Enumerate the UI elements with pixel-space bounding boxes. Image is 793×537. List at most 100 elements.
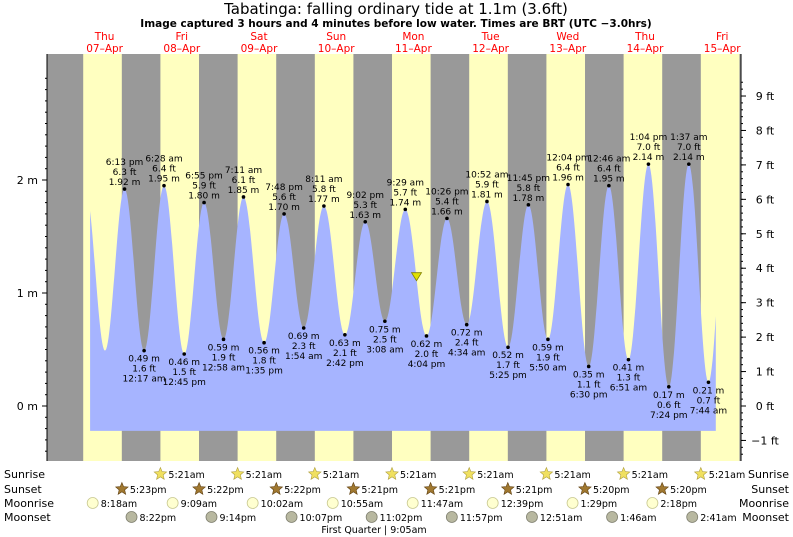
tide-meter-label: 2.14 m	[633, 153, 665, 163]
right-tick-label: 0 ft	[756, 400, 775, 413]
tide-point	[282, 212, 286, 216]
current-level-triangle	[410, 272, 423, 282]
moon-phase-label: First Quarter | 9:05am	[321, 525, 426, 536]
day-date: 13–Apr	[549, 43, 586, 55]
moonset-icon	[606, 511, 618, 523]
tide-feet-label: 5.8 ft	[517, 184, 541, 194]
tide-time-label: 11:45 pm	[507, 174, 550, 184]
day-date: 15–Apr	[704, 43, 741, 55]
tide-meter-label: 0.52 m	[492, 351, 524, 361]
day-weekday: Fri	[176, 31, 189, 43]
sunrise-time: 5:21am	[632, 470, 668, 481]
sunset-icon	[192, 481, 207, 495]
tide-point	[586, 364, 591, 369]
tide-feet-label: 7.0 ft	[677, 143, 701, 153]
tide-meter-label: 1.74 m	[389, 198, 421, 208]
tide-meter-label: 0.35 m	[573, 370, 605, 380]
tide-meter-label: 1.81 m	[471, 190, 503, 200]
day-date: 11–Apr	[395, 43, 432, 55]
tide-meter-label: 2.14 m	[673, 153, 705, 163]
tide-meter-label: 0.56 m	[248, 347, 280, 357]
tide-feet-label: 2.5 ft	[373, 335, 397, 345]
moonrise-icon	[646, 497, 659, 509]
right-tick-label: 4 ft	[756, 262, 775, 275]
right-tick-label: 2 ft	[756, 331, 775, 344]
moonrise-icon	[166, 497, 179, 509]
tide-time-label: 5:50 am	[529, 363, 566, 373]
sunrise-icon	[539, 466, 554, 480]
sunrise-icon	[230, 466, 245, 480]
sunrise-time: 5:21am	[477, 470, 513, 481]
sunrise-time: 5:21am	[554, 470, 590, 481]
tide-point	[445, 216, 449, 221]
moonrise-row-label: Moonrise	[4, 497, 54, 510]
tide-time-label: 9:29 am	[387, 178, 424, 188]
tide-time-label: 6:28 am	[145, 155, 182, 165]
sunset-icon	[578, 481, 592, 495]
tide-time-label: 12:04 pm	[546, 154, 589, 164]
tide-meter-label: 1.92 m	[109, 178, 141, 188]
tide-point	[646, 162, 651, 166]
night-band	[739, 54, 741, 461]
sunset-icon	[500, 481, 515, 495]
tide-feet-label: 2.1 ft	[333, 349, 357, 359]
tide-point	[262, 340, 266, 345]
right-tick-label: 7 ft	[756, 159, 775, 172]
moonset-icon	[526, 511, 538, 523]
sunset-time: 5:20pm	[670, 485, 707, 496]
tide-meter-label: 0.49 m	[128, 355, 160, 365]
sunset-row-label-right: Sunset	[751, 483, 789, 496]
tide-time-label: 6:51 am	[610, 384, 647, 394]
tide-point	[322, 204, 326, 208]
tide-point	[566, 182, 570, 187]
tide-feet-label: 5.8 ft	[312, 185, 336, 195]
tide-feet-label: 1.5 ft	[172, 368, 196, 378]
tide-feet-label: 2.3 ft	[292, 342, 316, 352]
tide-feet-label: 5.7 ft	[393, 188, 417, 198]
day-weekday: Thu	[634, 31, 655, 43]
tide-meter-label: 0.62 m	[411, 340, 443, 350]
chart-subtitle: Image captured 3 hours and 4 minutes bef…	[140, 18, 651, 30]
right-tick-label: 6 ft	[756, 193, 775, 206]
tide-meter-label: 0.59 m	[208, 343, 240, 353]
moonrise-time: 1:29pm	[581, 499, 618, 510]
tide-time-label: 1:04 pm	[630, 133, 668, 143]
tide-point	[506, 345, 510, 350]
tide-feet-label: 6.4 ft	[152, 165, 176, 175]
tide-point	[363, 220, 368, 224]
sunrise-row-label: Sunrise	[4, 468, 45, 481]
tide-time-label: 12:17 am	[123, 375, 166, 385]
tide-meter-label: 0.46 m	[168, 358, 200, 368]
tide-time-label: 1:35 pm	[245, 367, 283, 377]
moonset-time: 10:07pm	[300, 513, 343, 524]
tide-point	[687, 162, 691, 166]
day-date: 12–Apr	[472, 43, 509, 55]
tide-feet-label: 2.4 ft	[455, 339, 479, 349]
right-tick-label: 8 ft	[756, 124, 775, 137]
tide-feet-label: 1.9 ft	[212, 353, 236, 363]
right-tick-label: −1 ft	[751, 434, 779, 447]
tide-point	[706, 380, 711, 385]
moonset-time: 2:41am	[700, 513, 736, 524]
moonset-icon	[125, 511, 138, 523]
current-level-marker	[410, 272, 423, 282]
tide-feet-label: 1.1 ft	[577, 380, 601, 390]
day-headers: Thu07–AprFri08–AprSat09–AprSun10–AprMon1…	[86, 31, 741, 55]
moonrise-time: 10:02am	[261, 499, 303, 510]
tide-feet-label: 6.3 ft	[113, 168, 137, 178]
tide-feet-label: 1.3 ft	[617, 374, 641, 384]
sunrise-icon	[153, 466, 168, 480]
moonrise-icon	[326, 497, 339, 509]
right-tick-label: 1 ft	[756, 366, 775, 379]
moonset-time: 8:22pm	[140, 513, 177, 524]
tide-time-label: 7:48 pm	[265, 183, 303, 193]
tide-point	[667, 384, 671, 389]
moonrise-icon	[86, 497, 99, 509]
tide-point	[485, 199, 489, 204]
tide-point	[202, 200, 206, 205]
sunrise-icon	[616, 466, 631, 480]
tide-feet-label: 1.7 ft	[496, 361, 520, 371]
tide-point	[221, 337, 226, 342]
moonset-time: 9:14pm	[219, 513, 256, 524]
